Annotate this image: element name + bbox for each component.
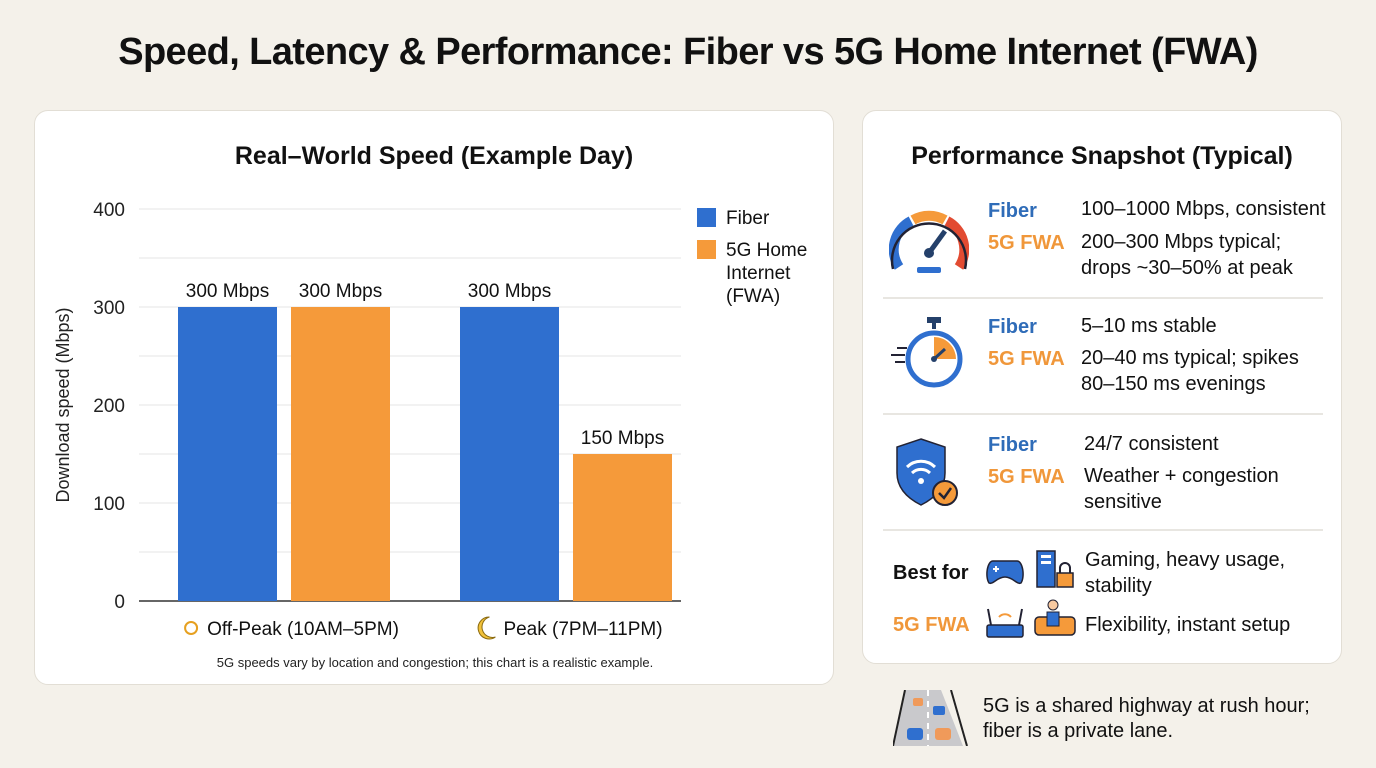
analogy-note: 5G is a shared highway at rush hour; fib… [983,694,1310,744]
page-title: Speed, Latency & Performance: Fiber vs 5… [118,31,1258,73]
sun-icon [184,621,199,635]
legend-swatch-fwa [697,240,716,259]
bar-value-label: 300 Mbps [468,281,551,302]
note-line1: 5G is a shared highway at rush hour; [983,695,1310,717]
x-tick-label: Peak (7PM–11PM) [503,619,662,640]
fiber-latency: 5–10 ms stable [1081,315,1217,337]
fiber-label: Fiber [988,434,1037,456]
legend-label-fwa: 5G Home Internet (FWA) [726,240,807,307]
bar-fwa [291,307,390,601]
fwa-label: 5G FWA [988,232,1065,254]
fwa-best-text: Flexibility, instant setup [1085,614,1291,636]
snapshot-card: Performance Snapshot (Typical) Fiber 5G … [862,110,1342,664]
fiber-best-line2: stability [1085,575,1152,597]
y-tick-label: 0 [114,592,125,613]
stopwatch-icon [891,317,963,388]
chart-card: Real–World Speed (Example Day) 0 100 200 30… [34,110,834,685]
snapshot-title: Performance Snapshot (Typical) [911,142,1293,170]
bar-chart: 0 100 200 300 400 Download speed (Mbps) 300 Mb… [53,200,807,670]
moon-icon [477,616,496,640]
x-tick-label: Off-Peak (10AM–5PM) [207,619,399,640]
bar-fiber [178,307,277,601]
best-for-label: Best for [893,562,969,584]
bar-fiber [460,307,559,601]
note-line2: fiber is a private lane. [983,720,1174,742]
fiber-label: Fiber [988,200,1037,222]
fiber-label: Fiber [988,316,1037,338]
y-tick-label: 300 [93,298,125,319]
legend-label-fiber: Fiber [726,208,770,229]
server-lock-icon [1036,550,1074,588]
fiber-best-line1: Gaming, heavy usage, [1085,549,1286,571]
speed-row: Fiber 5G FWA 100–1000 Mbps, consistent 2… [883,185,1326,299]
fwa-latency-line2: 80–150 ms evenings [1081,373,1266,395]
shield-wifi-icon [896,438,958,506]
y-tick-label: 100 [93,494,125,515]
router-icon [986,608,1024,638]
y-axis-label: Download speed (Mbps) [53,307,73,502]
bar-value-label: 150 Mbps [581,428,664,449]
fiber-reliability: 24/7 consistent [1084,433,1219,455]
gamepad-icon [986,560,1024,585]
speedometer-icon [889,210,969,273]
fwa-speed-line2: drops ~30–50% at peak [1081,257,1293,279]
y-tick-label: 200 [93,396,125,417]
chart-title: Real–World Speed (Example Day) [234,142,634,170]
fwa-latency-line1: 20–40 ms typical; spikes [1081,347,1299,369]
fwa-best-label: 5G FWA [893,614,970,636]
latency-row: Fiber 5G FWA 5–10 ms stable 20–40 ms typ… [883,299,1323,415]
bar-value-label: 300 Mbps [186,281,269,302]
fiber-speed: 100–1000 Mbps, consistent [1081,198,1326,220]
person-on-couch-icon [1034,599,1076,636]
fwa-label: 5G FWA [988,348,1065,370]
legend-swatch-fiber [697,208,716,227]
bar-fwa [573,454,672,601]
highway-icon [893,690,968,746]
reliability-row: Fiber 5G FWA 24/7 consistent Weather + c… [883,415,1323,531]
fwa-label: 5G FWA [988,466,1065,488]
fwa-reliability-line2: sensitive [1084,491,1162,513]
y-tick-label: 400 [93,200,125,221]
fwa-reliability-line1: Weather + congestion [1084,465,1279,487]
bar-value-label: 300 Mbps [299,281,382,302]
fwa-speed-line1: 200–300 Mbps typical; [1081,231,1282,253]
chart-footnote: 5G speeds vary by location and congestio… [217,655,653,670]
